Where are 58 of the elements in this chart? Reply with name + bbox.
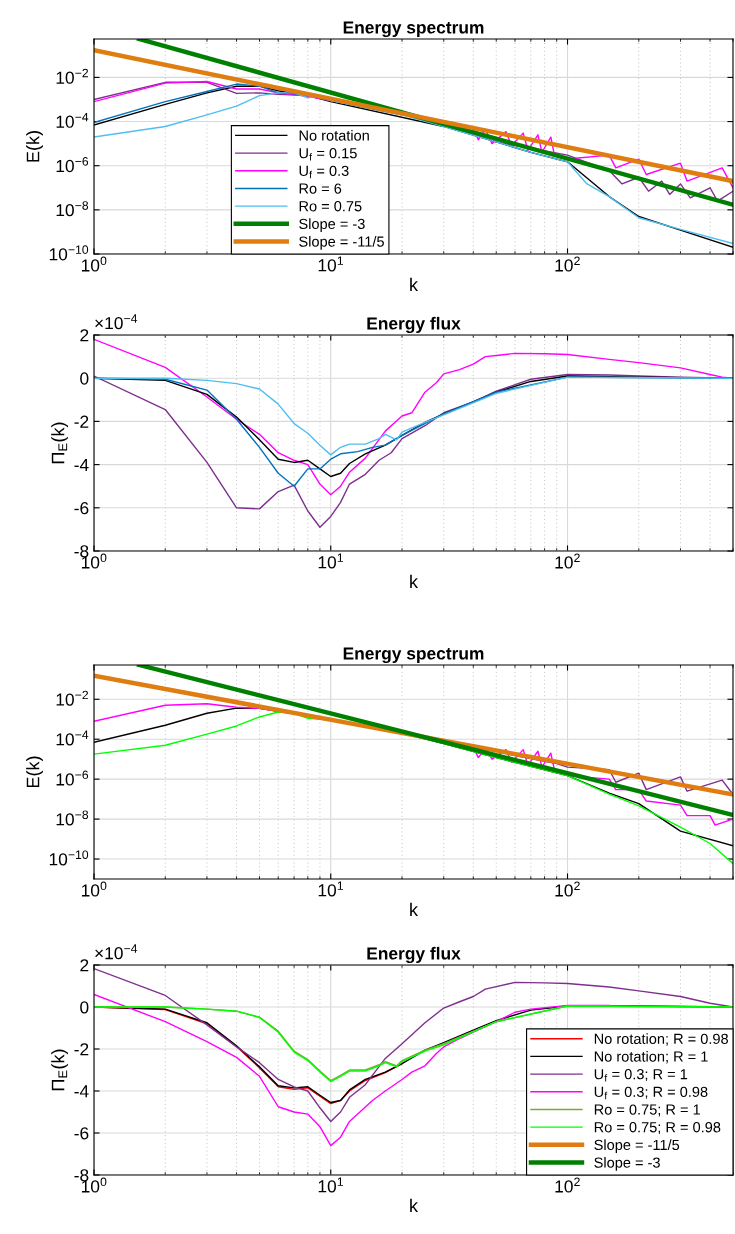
y-tick-label: -4 <box>74 1085 89 1098</box>
legend-label: U$_{f}$ = 0.3; R = 1 <box>594 1069 688 1082</box>
chart-title: Energy spectrum <box>343 647 484 664</box>
chart-title: Energy flux <box>367 316 461 334</box>
legend-label: U$_{f}$ = 0.15 <box>299 148 357 161</box>
x-tick-label: 10$^{1}$ <box>318 881 344 897</box>
y-tick-label: 10$^{−10}$ <box>49 850 89 866</box>
y-tick-label: 10$^{−8}$ <box>56 810 89 826</box>
x-tick-label: 10$^{0}$ <box>81 881 107 897</box>
y-tick-label: 10$^{−4}$ <box>56 730 89 746</box>
y-tick-label: -6 <box>74 1127 89 1140</box>
y-tick-label: -2 <box>74 415 89 428</box>
x-axis-title: k <box>410 1198 419 1212</box>
x-axis-title: k <box>410 902 419 916</box>
y-tick-label: 10$^{−2}$ <box>56 68 88 84</box>
y-tick-label: 10$^{−8}$ <box>56 201 89 217</box>
y-axis-title: E(k) <box>26 756 43 788</box>
y-tick-label: 0 <box>80 372 89 385</box>
x-tick-label: 10$^{2}$ <box>555 256 580 272</box>
y-axis-title: Π$_{E}$(k) <box>51 1049 68 1091</box>
y-axis-title: Π$_{E}$(k) <box>51 422 68 464</box>
legend-label: Slope = -3 <box>594 1157 660 1171</box>
x-axis-title: k <box>410 277 419 291</box>
x-tick-label: 10$^{2}$ <box>555 881 580 897</box>
legend-label: No rotation; R = 0.98 <box>594 1033 728 1046</box>
x-tick-label: 10$^{2}$ <box>555 1177 580 1193</box>
x-tick-label: 10$^{1}$ <box>318 1177 344 1193</box>
chart-title: Energy spectrum <box>343 21 484 38</box>
x-tick-label: 10$^{2}$ <box>555 553 580 569</box>
chart-title: Energy flux <box>367 946 461 964</box>
legend-label: Ro = 0.75; R = 1 <box>594 1104 700 1117</box>
legend-label: Ro = 0.75; R = 0.98 <box>594 1122 721 1135</box>
y-tick-label: 10$^{−6}$ <box>56 157 89 173</box>
legend-label: Slope = -11/5 <box>299 236 384 250</box>
y-tick-label: 2 <box>80 959 89 972</box>
y-tick-label: 2 <box>80 329 89 342</box>
x-tick-label: 10$^{1}$ <box>318 553 344 569</box>
y-tick-label: -6 <box>74 501 89 515</box>
legend-label: U$_{f}$ = 0.3 <box>299 165 349 179</box>
y-axis-title: E(k) <box>26 131 43 162</box>
text: ×10$^{−4}$ <box>95 314 138 330</box>
x-axis-title: k <box>410 574 419 588</box>
y-tick-label: 10$^{−4}$ <box>56 112 89 128</box>
legend-label: Ro = 0.75 <box>299 201 362 212</box>
x-tick-label: 10$^{1}$ <box>318 256 344 272</box>
y-tick-label: -2 <box>74 1043 89 1056</box>
y-tick-label: 0 <box>80 1001 89 1014</box>
legend-label: U$_{f}$ = 0.3; R = 0.98 <box>594 1086 708 1100</box>
legend-label: No rotation; R = 1 <box>594 1050 708 1064</box>
y-tick-label: -4 <box>74 458 89 471</box>
legend-label: Slope = -11/5 <box>594 1139 680 1153</box>
x-tick-label: 10$^{0}$ <box>81 256 107 272</box>
legend-label: Slope = -3 <box>299 218 365 232</box>
y-tick-label: 10$^{−2}$ <box>56 690 88 706</box>
y-tick-label: 10$^{−6}$ <box>56 770 89 786</box>
text: ×10$^{−4}$ <box>95 944 138 960</box>
legend-label: No rotation <box>299 129 369 141</box>
legend-label: Ro = 6 <box>299 183 342 194</box>
